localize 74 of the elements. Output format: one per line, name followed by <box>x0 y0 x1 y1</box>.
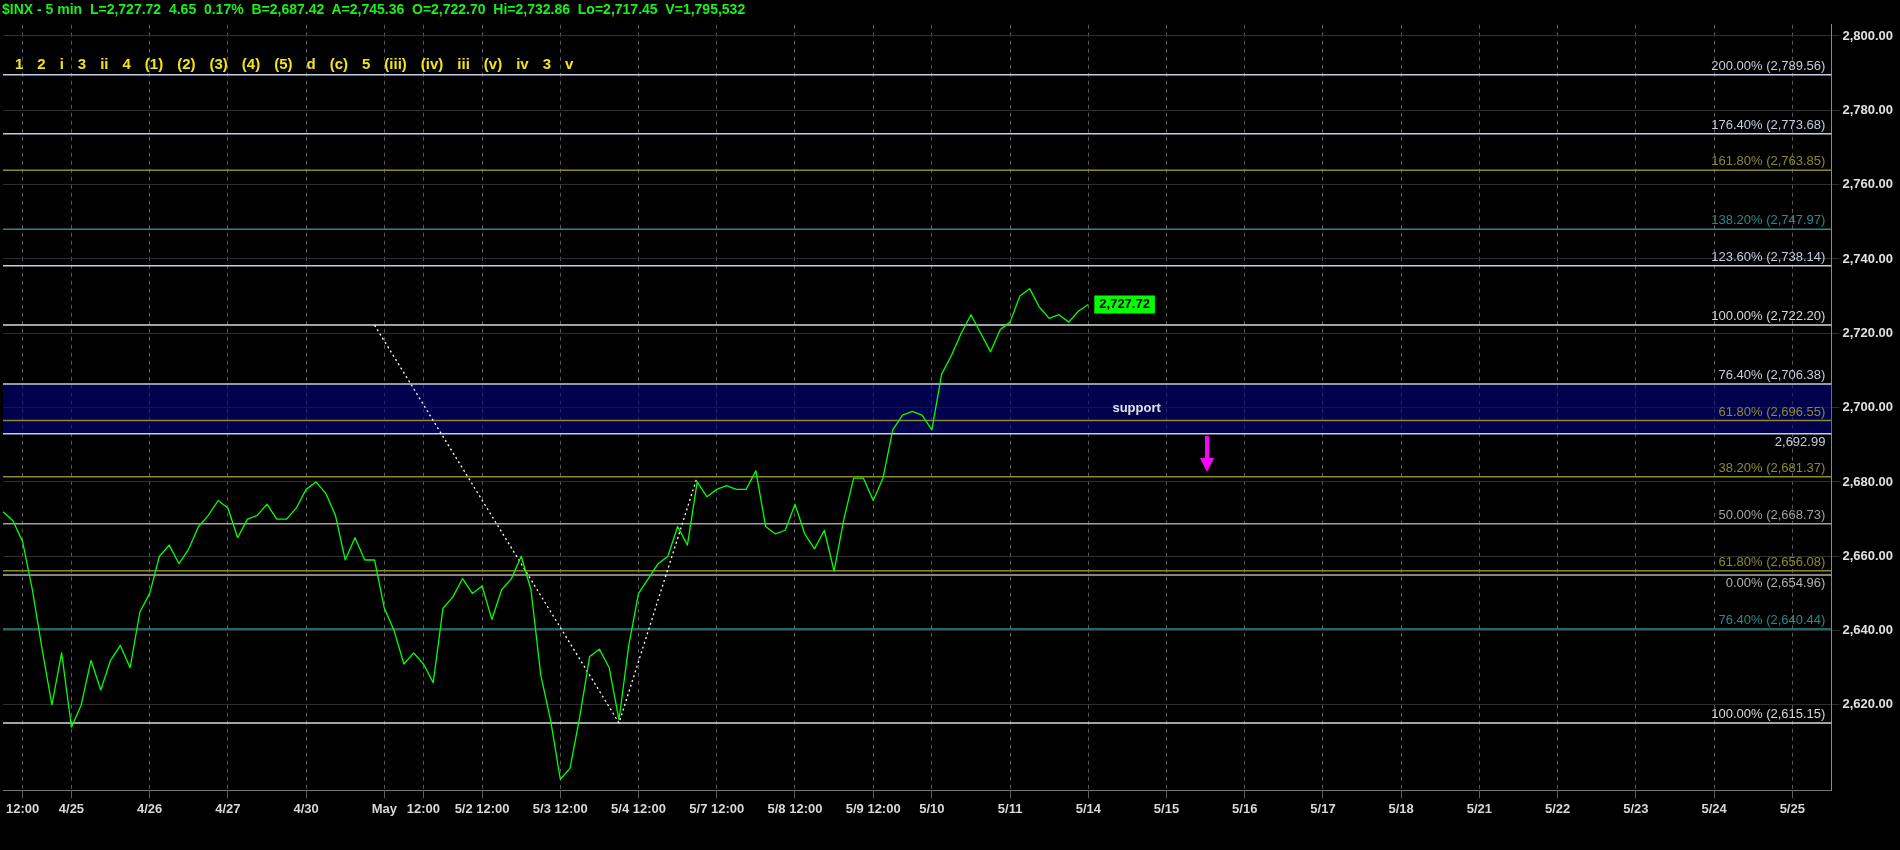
annotation: (iv) <box>420 54 444 72</box>
x-tick-label: 5/11 <box>997 800 1023 816</box>
x-tick-label: 5/23 <box>1623 800 1649 816</box>
x-tick-label: 4/27 <box>215 800 241 816</box>
y-tick-label: 2,780.00 <box>1842 101 1894 117</box>
annotation: 3 <box>542 54 552 72</box>
x-tick-label: 5/25 <box>1779 800 1805 816</box>
x-tick-label: 12:00 <box>406 800 441 816</box>
annotation: (4) <box>241 54 261 72</box>
x-tick-label: 4/26 <box>137 800 163 816</box>
x-tick-label: 12:00 <box>5 800 40 816</box>
y-tick-label: 2,760.00 <box>1842 176 1894 192</box>
annotation: (v) <box>483 54 503 72</box>
annotation: 3 <box>77 54 87 72</box>
ref-line-label: 200.00% (2,789.56) <box>1711 57 1826 73</box>
y-tick-label: 2,800.00 <box>1842 27 1894 43</box>
ref-line-label: 100.00% (2,722.20) <box>1711 308 1826 324</box>
annotation: (c) <box>329 54 349 72</box>
annotation: 2 <box>37 54 46 72</box>
ref-line-label: 123.60% (2,738.14) <box>1711 248 1826 264</box>
ref-line-label: 100.00% (2,615.15) <box>1711 706 1826 722</box>
annotation: 4 <box>122 54 132 72</box>
x-tick-label: 5/17 <box>1310 800 1336 816</box>
data-label: 2,727.72 <box>1099 296 1150 312</box>
ref-line-label: 138.20% (2,747.97) <box>1711 212 1826 228</box>
x-tick-label: 5/2 12:00 <box>454 800 510 816</box>
x-tick-label: 5/24 <box>1701 800 1728 816</box>
x-tick-label: 5/10 <box>919 800 945 816</box>
annotation: ii <box>100 54 109 72</box>
annotation: (3) <box>209 54 228 72</box>
x-tick-label: 5/9 12:00 <box>845 800 901 816</box>
band-label: support <box>1112 400 1162 416</box>
y-tick-label: 2,620.00 <box>1842 696 1894 712</box>
ref-line-label: 38.20% (2,681.37) <box>1718 459 1826 475</box>
ref-line-label: 61.80% (2,656.08) <box>1718 553 1826 569</box>
x-tick-label: 5/22 <box>1544 800 1571 816</box>
ref-line-label: 50.00% (2,668.73) <box>1718 506 1826 522</box>
y-tick-label: 2,640.00 <box>1842 622 1894 638</box>
annotation: iii <box>457 54 470 72</box>
x-tick-label: 5/14 <box>1075 800 1102 816</box>
y-tick-label: 2,720.00 <box>1842 324 1894 340</box>
ref-line-label: 2,692.99 <box>1774 433 1826 449</box>
annotation: 1 <box>15 54 24 72</box>
x-tick-label: May <box>371 800 398 816</box>
annotation: (2) <box>177 54 196 72</box>
annotation: iv <box>516 54 530 72</box>
annotation: v <box>565 54 575 72</box>
ref-line-label: 176.40% (2,773.68) <box>1711 116 1826 132</box>
y-tick-label: 2,680.00 <box>1842 473 1894 489</box>
x-tick-label: 5/8 12:00 <box>767 800 823 816</box>
x-tick-label: 5/3 12:00 <box>532 800 588 816</box>
y-tick-label: 2,740.00 <box>1842 250 1894 266</box>
ref-line-label: 161.80% (2,763.85) <box>1711 153 1826 169</box>
x-tick-label: 5/18 <box>1388 800 1414 816</box>
chart-title: $INX - 5 min L=2,727.72 4.65 0.17% B=2,687.42 A=2,745.36 O=2,722.70 Hi=2,732.86 Lo=2,717.45 V=1,795,532 <box>2 1 746 18</box>
annotation: (1) <box>144 54 164 72</box>
ref-line-label: 0.00% (2,654.96) <box>1725 575 1826 591</box>
y-tick-label: 2,700.00 <box>1842 399 1894 415</box>
annotation: (5) <box>274 54 293 72</box>
ref-line-label: 76.40% (2,640.44) <box>1718 612 1826 628</box>
x-tick-label: 5/15 <box>1153 800 1180 816</box>
x-tick-label: 5/21 <box>1466 800 1493 816</box>
x-tick-label: 5/4 12:00 <box>611 800 667 816</box>
ref-line-label: 76.40% (2,706.38) <box>1718 366 1826 382</box>
x-tick-label: 5/16 <box>1232 800 1258 816</box>
x-tick-label: 4/30 <box>293 800 319 816</box>
annotation: 5 <box>362 54 371 72</box>
ref-line-label: 61.80% (2,696.55) <box>1718 403 1826 419</box>
y-tick-label: 2,660.00 <box>1842 547 1894 563</box>
annotation: (iii) <box>384 54 407 72</box>
x-tick-label: 4/25 <box>58 800 85 816</box>
annotation: d <box>306 54 316 72</box>
annotation: i <box>59 54 64 72</box>
x-tick-label: 5/7 12:00 <box>689 800 745 816</box>
